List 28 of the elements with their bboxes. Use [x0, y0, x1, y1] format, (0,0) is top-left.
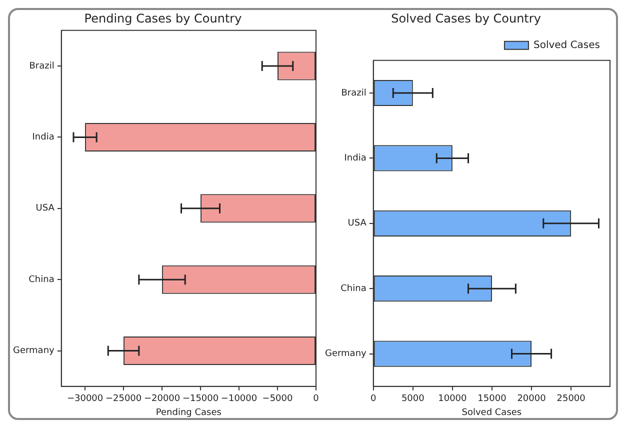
- legend-label: Solved Cases: [533, 40, 600, 51]
- y-tick-label: India: [344, 154, 366, 164]
- x-tick-label: 15000: [478, 394, 507, 404]
- x-tick-label: −10000: [220, 394, 258, 404]
- y-tick-label: Germany: [12, 346, 56, 356]
- x-tick-label: 25000: [556, 394, 586, 404]
- x-tick-label: 0: [313, 394, 320, 404]
- y-tick-label: China: [28, 274, 54, 285]
- y-tick-label: Germany: [324, 349, 368, 360]
- x-tick-label: −15000: [182, 394, 219, 404]
- x-tick-label: −25000: [105, 394, 142, 404]
- y-tick-label: India: [32, 132, 54, 143]
- y-tick-label: Brazil: [29, 61, 54, 72]
- y-tick-label: USA: [36, 204, 56, 214]
- x-tick-label: 20000: [517, 394, 546, 404]
- chart-title: Pending Cases by Country: [84, 11, 242, 26]
- y-tick-label: China: [340, 284, 366, 294]
- y-tick-label: USA: [348, 218, 368, 229]
- x-tick-label: 0: [370, 394, 376, 404]
- x-tick-label: −5000: [262, 394, 293, 404]
- x-axis-title: Pending Cases: [156, 408, 222, 418]
- x-tick-label: 5000: [401, 394, 425, 404]
- x-tick-label: 10000: [438, 394, 468, 404]
- y-tick-label: Brazil: [341, 88, 366, 98]
- x-tick-label: −20000: [144, 394, 180, 404]
- chart-title: Solved Cases by Country: [391, 11, 541, 26]
- x-tick-label: −30000: [66, 394, 104, 404]
- x-axis-title: Solved Cases: [462, 408, 522, 418]
